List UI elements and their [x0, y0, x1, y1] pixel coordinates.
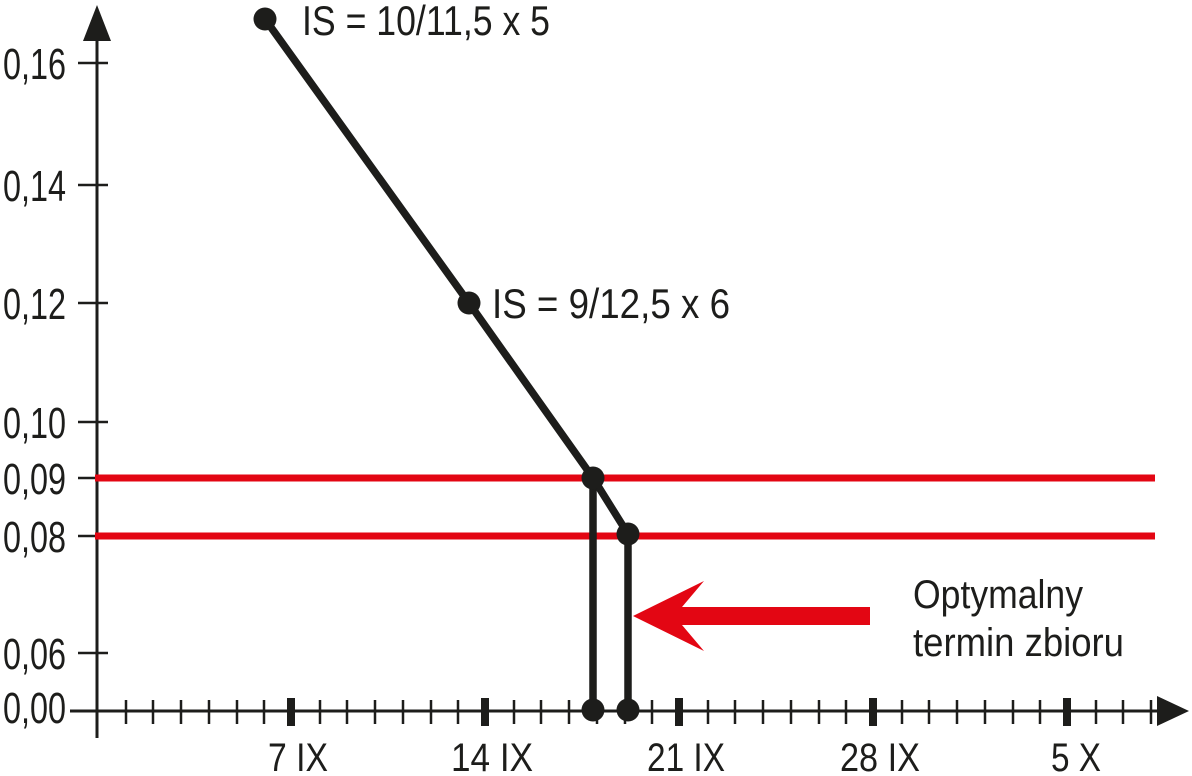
- y-axis-tick-marks: [78, 61, 108, 655]
- point-label-is-9: IS = 9/12,5 x 6: [492, 280, 730, 327]
- y-tick-label: 0,00: [3, 684, 66, 733]
- y-tick-label: 0,12: [3, 280, 66, 329]
- x-axis-arrowhead-icon: [1157, 696, 1189, 726]
- y-tick-label: 0,06: [3, 630, 66, 679]
- data-point: [457, 291, 481, 315]
- annotation-line-2: termin zbioru: [913, 621, 1124, 665]
- data-point: [581, 466, 605, 490]
- point-labels: IS = 10/11,5 x 5 IS = 9/12,5 x 6: [302, 0, 730, 327]
- y-tick-label: 0,14: [3, 162, 66, 211]
- x-tick-label: 7 IX: [268, 736, 328, 776]
- is-line: [261, 16, 632, 536]
- red-left-arrow-icon: [633, 581, 870, 651]
- y-tick-label: 0,10: [3, 399, 66, 448]
- x-tick-label: 21 IX: [647, 736, 725, 776]
- data-point: [253, 7, 277, 31]
- axis-drop-point: [616, 698, 640, 722]
- is-series: [253, 7, 640, 722]
- y-axis-tick-labels: 0,16 0,14 0,12 0,10 0,09 0,08 0,06 0,00: [3, 40, 66, 733]
- x-axis-tick-labels: 7 IX 14 IX 21 IX 28 IX 5 X: [268, 736, 1101, 776]
- y-tick-label: 0,16: [3, 40, 66, 89]
- x-axis-major-tick-marks: [287, 698, 1071, 726]
- y-axis-arrowhead-icon: [83, 5, 111, 41]
- x-tick-label: 28 IX: [840, 736, 920, 776]
- axes: [70, 5, 1189, 738]
- data-point: [616, 522, 640, 546]
- point-label-is-10: IS = 10/11,5 x 5: [302, 0, 550, 44]
- y-tick-label: 0,09: [3, 455, 66, 504]
- x-tick-label: 5 X: [1051, 736, 1101, 776]
- x-tick-label: 14 IX: [451, 736, 533, 776]
- x-axis-minor-tick-marks: [124, 700, 1153, 724]
- annotation-line-1: Optymalny: [913, 573, 1083, 617]
- axis-drop-point: [581, 698, 605, 722]
- harvest-annotation: Optymalny termin zbioru: [633, 573, 1124, 665]
- y-tick-label: 0,08: [3, 513, 66, 562]
